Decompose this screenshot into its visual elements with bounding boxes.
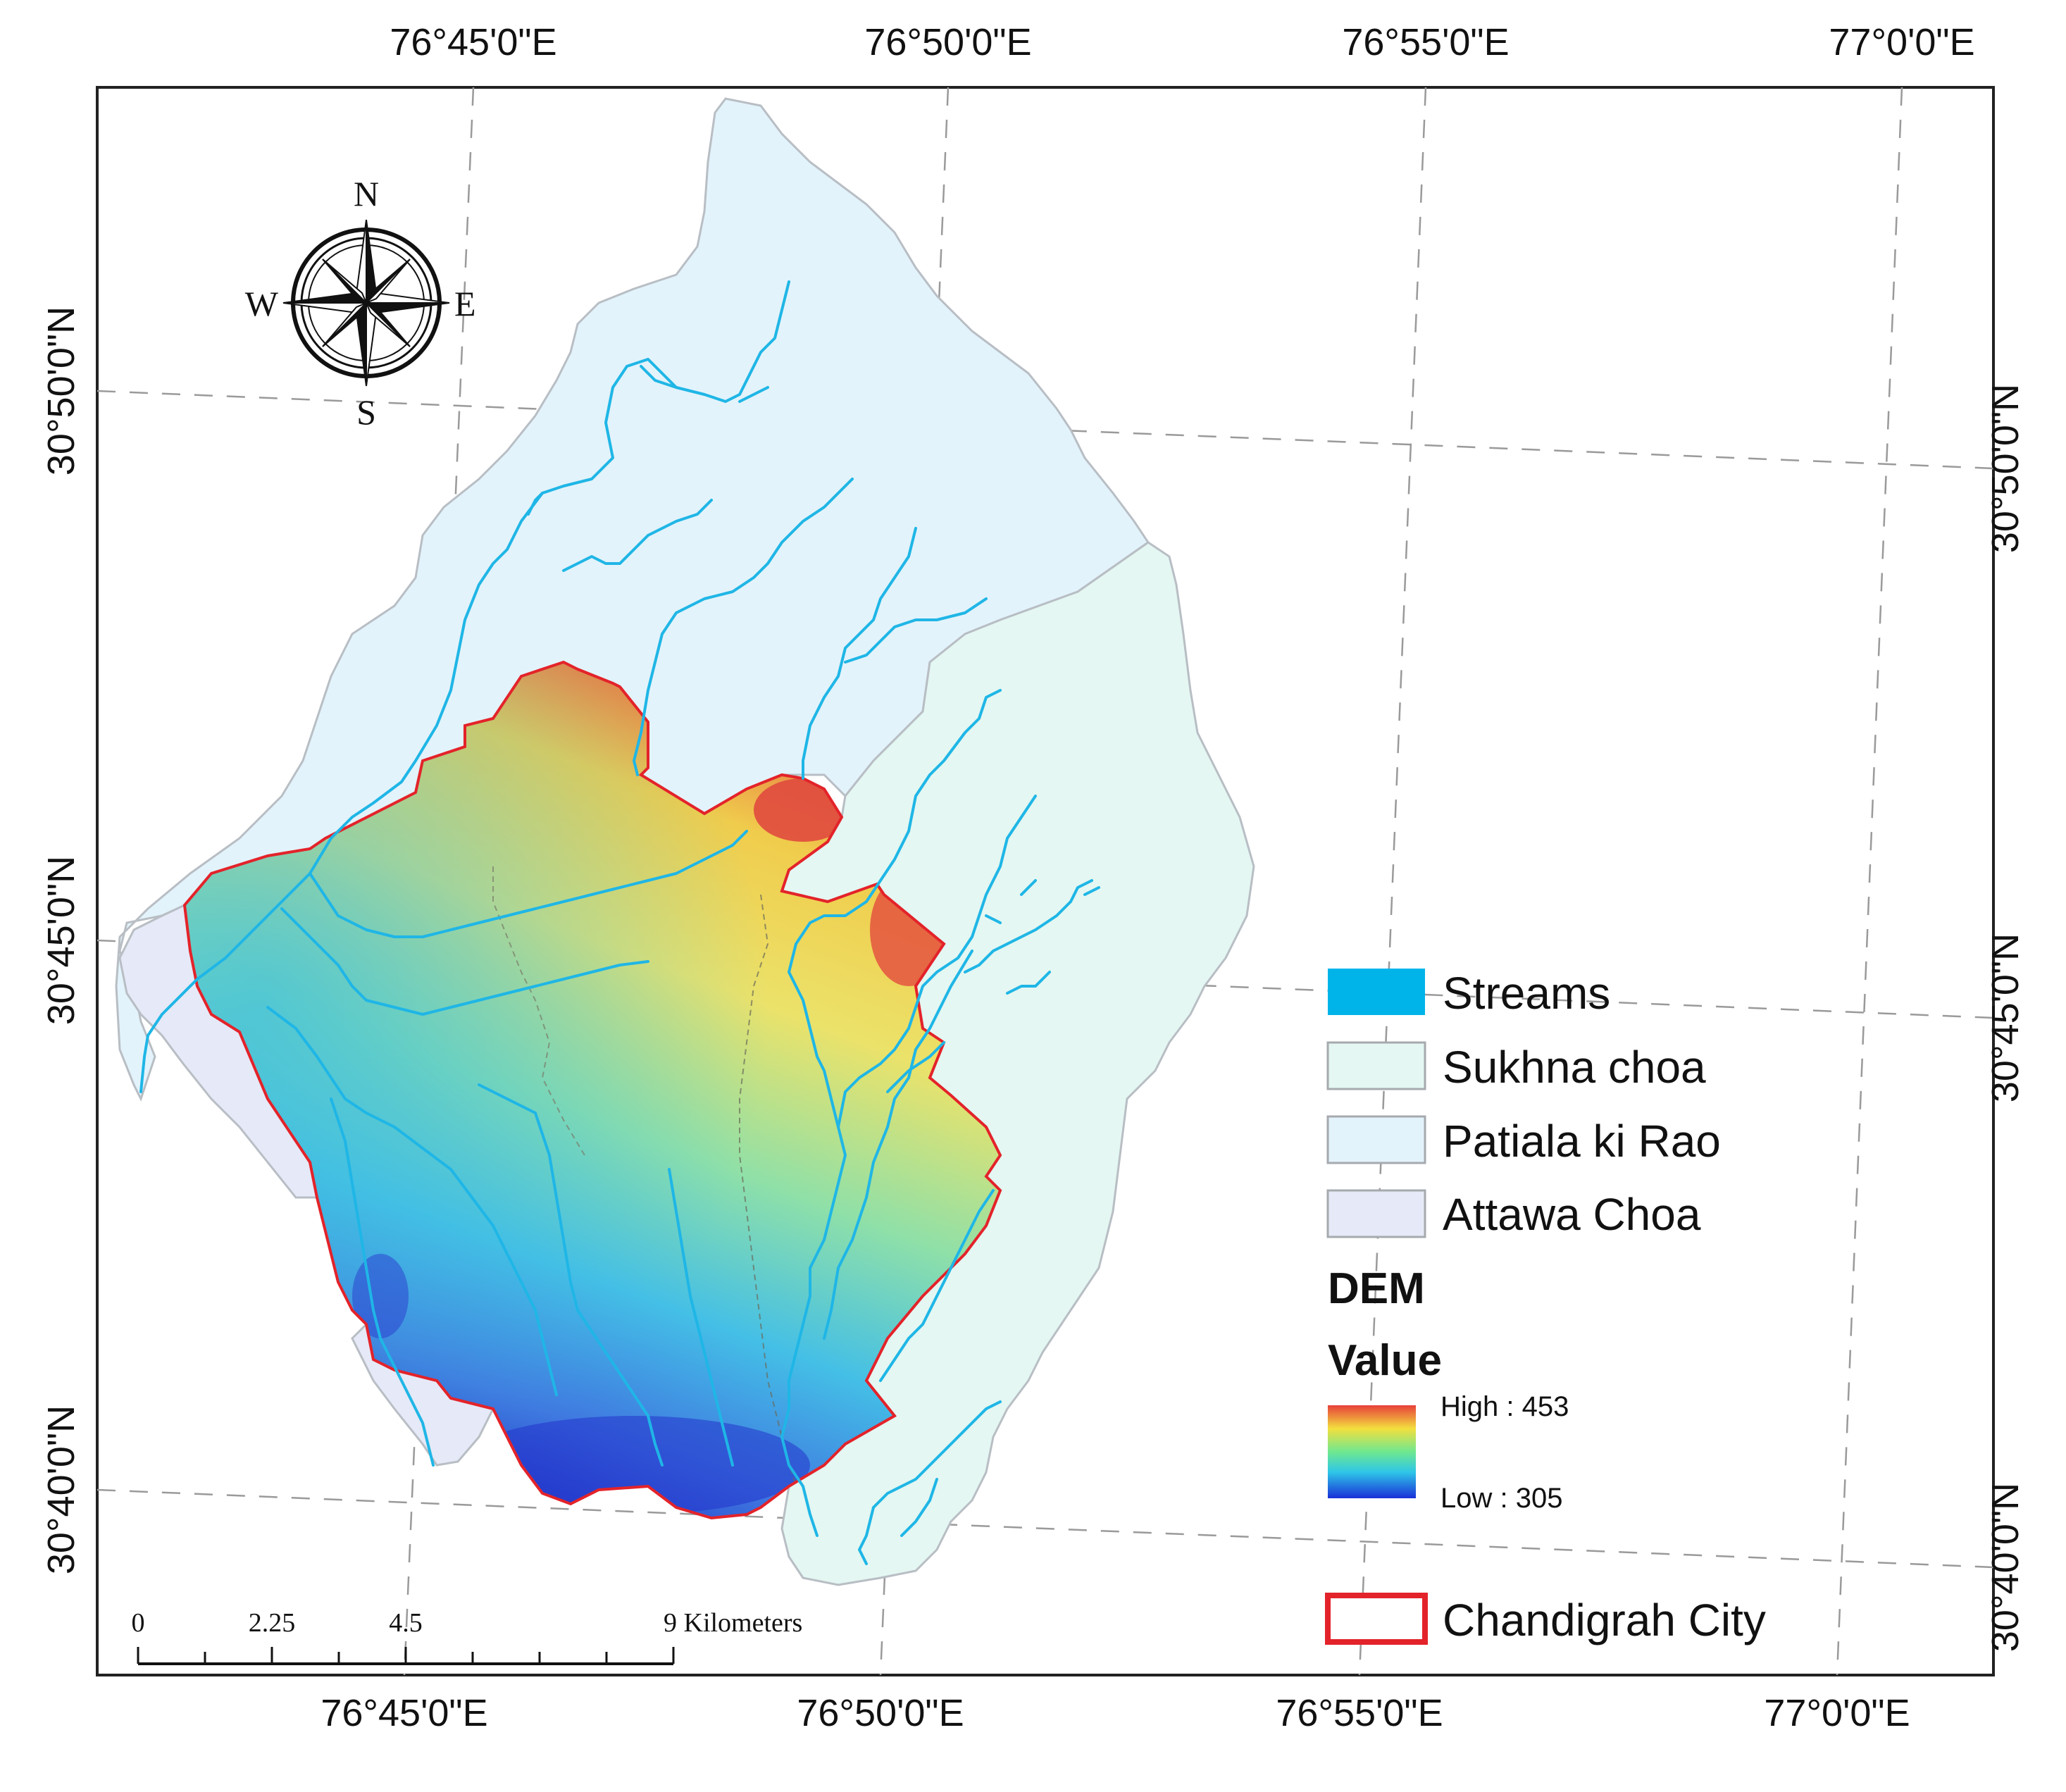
stream-line [668, 1168, 734, 1467]
stream-line [330, 1097, 435, 1467]
legend-label-patiala: Patiala ki Rao [1443, 1116, 1721, 1166]
stream-line [964, 879, 1093, 973]
legend-label-streams: Streams [1443, 968, 1610, 1019]
stream-line [309, 830, 748, 938]
stream-line [823, 950, 973, 1340]
tick-bottom-4: 77°0'0"E [1764, 1692, 1910, 1734]
stream-line [1006, 886, 1100, 995]
compass-w: W [245, 284, 279, 323]
legend-label-city: Chandigrah City [1443, 1595, 1766, 1645]
stream-line [837, 795, 1037, 1128]
stream-line [844, 597, 988, 664]
stream-line [886, 1041, 945, 1093]
compass-s: S [356, 392, 376, 432]
stream-line [280, 907, 649, 1016]
stream-line [879, 1189, 995, 1382]
legend-swatch-sukhna [1326, 1041, 1426, 1090]
tick-right-2: 30°45'0"N [1984, 933, 2027, 1102]
tick-top-4: 77°0'0"E [1829, 21, 1974, 63]
scale-label-1: 2.25 [249, 1608, 296, 1638]
stream-line [527, 492, 544, 516]
tick-bottom-3: 76°55'0"E [1276, 1692, 1443, 1734]
legend-value-title: Value [1328, 1336, 1442, 1385]
legend: Streams Sukhna choa Patiala ki Rao Attaw… [1325, 968, 1766, 1645]
chandigrah-city-boundary [182, 660, 1002, 1520]
stream-line [139, 280, 790, 1093]
compass-e: E [454, 284, 476, 323]
tick-left-3: 30°40'0"N [40, 1405, 82, 1574]
tick-bottom-1: 76°45'0"E [321, 1692, 487, 1734]
compass-rose-icon: N S E W [245, 174, 476, 432]
tick-left-2: 30°45'0"N [40, 856, 82, 1025]
scale-label-2: 4.5 [389, 1608, 423, 1638]
stream-line [562, 499, 713, 572]
tick-bottom-2: 76°50'0"E [797, 1692, 964, 1734]
scale-label-0: 0 [132, 1608, 145, 1638]
stream-line [478, 1083, 537, 1114]
tick-top-2: 76°50'0"E [864, 21, 1031, 63]
legend-swatch-city [1325, 1593, 1428, 1645]
legend-label-sukhna: Sukhna choa [1443, 1042, 1706, 1093]
legend-label-attawa: Attawa Choa [1443, 1189, 1701, 1240]
compass-n: N [354, 174, 379, 213]
tick-right-1: 30°50'0"N [1984, 384, 2027, 553]
tick-labels: 76°45'0"E 76°50'0"E 76°55'0"E 77°0'0"E 7… [40, 21, 2027, 1734]
stream-line [640, 365, 769, 403]
stream-line [802, 527, 917, 780]
tick-top-3: 76°55'0"E [1342, 21, 1509, 63]
legend-dem-ramp [1328, 1405, 1416, 1498]
tick-left-1: 30°50'0"N [40, 306, 82, 475]
legend-dem-high: High : 453 [1440, 1391, 1569, 1422]
stream-line [266, 1006, 558, 1396]
stream-line [780, 689, 1002, 1537]
tick-top-1: 76°45'0"E [390, 21, 556, 63]
stream-line [858, 1400, 1002, 1565]
stream-line [900, 1478, 938, 1537]
scale-bar: 0 2.25 4.5 9 Kilometers [132, 1608, 802, 1665]
legend-dem-title: DEM [1328, 1264, 1425, 1313]
scale-label-3: 9 Kilometers [664, 1608, 802, 1638]
stream-line [633, 478, 854, 776]
legend-swatch-patiala [1326, 1115, 1426, 1164]
stream-line [534, 1112, 664, 1467]
legend-swatch-streams [1328, 969, 1425, 1015]
legend-dem-low: Low : 305 [1440, 1483, 1562, 1514]
legend-swatch-attawa [1326, 1189, 1426, 1238]
tick-right-3: 30°40'0"N [1984, 1483, 2027, 1652]
streams [139, 280, 1100, 1565]
stream-line [985, 879, 1037, 924]
